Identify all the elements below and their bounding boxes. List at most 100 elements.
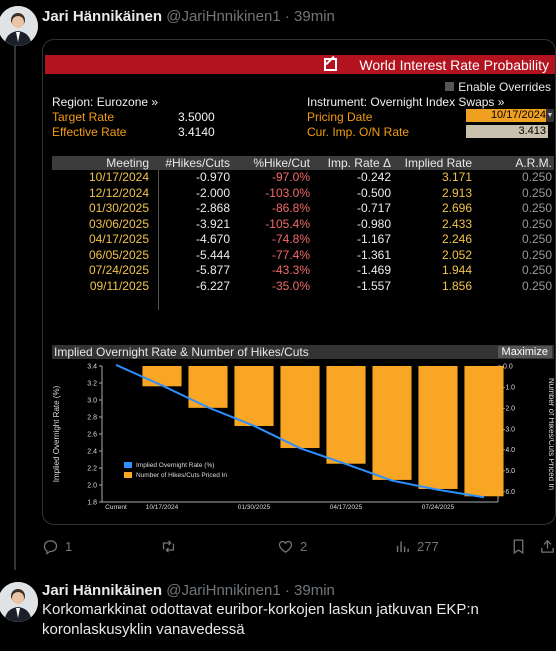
thread-line — [14, 46, 16, 570]
table-row: 01/30/2025 -2.868 -86.8% -0.717 2.696 0.250 — [52, 201, 554, 217]
effective-rate-value: 3.4140 — [178, 125, 215, 139]
table-row: 06/05/2025 -5.444 -77.4% -1.361 2.052 0.250 — [52, 248, 554, 264]
bar — [142, 366, 182, 387]
effective-rate-label: Effective Rate — [52, 125, 127, 139]
cell-hikes-cuts: -5.877 — [195, 263, 230, 277]
cell-imp-rate-delta: -1.557 — [356, 278, 391, 293]
bloomberg-screenshot[interactable]: World Interest Rate Probability Enable O… — [42, 39, 556, 525]
author-handle[interactable]: @JariHnnikinen1 — [166, 8, 281, 25]
heart-icon — [278, 540, 293, 553]
y-tick-label: 3.2 — [87, 381, 97, 388]
cur-imp-label: Cur. Imp. O/N Rate — [307, 125, 410, 139]
cell-implied-rate: 2.913 — [441, 185, 472, 200]
reply-button[interactable]: 1 — [42, 538, 72, 555]
cell-hikes-cuts: -3.921 — [195, 216, 230, 231]
y-axis-title: Implied Overnight Rate (%) — [52, 385, 61, 482]
chart-title-bar: Implied Overnight Rate & Number of Hikes… — [52, 345, 554, 359]
cell-hikes-cuts: -5.444 — [195, 247, 230, 262]
calendar-dropdown-icon: ▼ — [546, 109, 554, 122]
cell-imp-rate-delta: -0.980 — [356, 216, 391, 231]
bookmark-button[interactable] — [510, 538, 527, 555]
cell-meeting: 04/17/2025 — [88, 232, 149, 246]
x-tick-label: 10/17/2024 — [146, 504, 179, 511]
avatar[interactable] — [0, 582, 38, 622]
retweet-button[interactable] — [160, 538, 177, 555]
bar — [326, 366, 366, 464]
separator-dot: · — [284, 582, 290, 599]
legend-swatch-line — [124, 462, 132, 468]
tweet-header: Jari Hännikäinen @JariHnnikinen1 · 39min — [42, 8, 335, 25]
checkbox-icon — [445, 82, 455, 91]
table-row: 04/17/2025 -4.670 -74.8% -1.167 2.246 0.250 — [52, 232, 554, 248]
cell-implied-rate: 2.696 — [441, 201, 472, 215]
cell-meeting: 03/06/2025 — [88, 216, 149, 231]
cell-hikes-cuts: -0.970 — [195, 170, 230, 184]
share-icon — [541, 539, 554, 553]
region-label: Region: Eurozone » — [52, 95, 159, 109]
cell-arm: 0.250 — [521, 216, 552, 231]
like-button[interactable]: 2 — [277, 538, 307, 555]
cell-pct-hike-cut: -97.0% — [271, 170, 310, 184]
author-name[interactable]: Jari Hännikäinen — [42, 8, 163, 25]
external-link-icon — [324, 58, 337, 71]
header-pct-hike-cut: %Hike/Cut — [253, 156, 310, 170]
y-tick-label: 1.8 — [87, 500, 97, 507]
cell-pct-hike-cut: -105.4% — [265, 216, 310, 231]
cell-pct-hike-cut: -103.0% — [265, 185, 310, 200]
instrument-label: Instrument: Overnight Index Swaps » — [307, 95, 505, 109]
cell-pct-hike-cut: -86.8% — [271, 201, 310, 215]
cell-meeting: 07/24/2025 — [88, 263, 149, 277]
cell-pct-hike-cut: -43.3% — [271, 263, 310, 277]
x-tick-label: 04/17/2025 — [330, 504, 363, 511]
author-handle[interactable]: @JariHnnikinen1 — [166, 582, 281, 599]
cell-meeting: 09/11/2025 — [89, 278, 149, 293]
timestamp[interactable]: 39min — [294, 582, 335, 599]
cell-imp-rate-delta: -1.361 — [356, 247, 391, 262]
y2-axis-title: Number of Hikes/Cuts Priced In — [547, 378, 554, 490]
y2-tick-label: -6.0 — [503, 489, 515, 496]
cell-hikes-cuts: -6.227 — [195, 278, 230, 293]
separator-dot: · — [284, 8, 290, 25]
timestamp[interactable]: 39min — [294, 8, 335, 25]
cell-implied-rate: 2.433 — [441, 216, 472, 231]
cell-implied-rate: 3.171 — [441, 170, 472, 184]
avatar[interactable] — [0, 6, 38, 46]
cell-arm: 0.250 — [521, 247, 552, 262]
y-tick-label: 2.8 — [87, 415, 97, 422]
cell-pct-hike-cut: -35.0% — [271, 278, 310, 293]
maximize-button: Maximize — [497, 346, 552, 358]
cell-arm: 0.250 — [521, 278, 552, 293]
header-meeting: Meeting — [106, 156, 149, 170]
cell-hikes-cuts: -2.868 — [195, 201, 230, 215]
tweet-text: Korkomarkkinat odottavat euribor-korkoje… — [42, 601, 479, 638]
author-name[interactable]: Jari Hännikäinen — [42, 582, 163, 599]
table-row: 07/24/2025 -5.877 -43.3% -1.469 1.944 0.250 — [52, 263, 554, 279]
cell-imp-rate-delta: -0.717 — [356, 201, 391, 215]
y2-tick-label: -3.0 — [503, 426, 515, 433]
cell-arm: 0.250 — [521, 232, 552, 246]
cell-pct-hike-cut: -74.8% — [271, 232, 310, 246]
y-tick-label: 2.4 — [87, 449, 97, 456]
header-arm: A.R.M. — [515, 156, 552, 170]
cell-hikes-cuts: -2.000 — [195, 185, 230, 200]
implied-rate-line — [115, 363, 485, 499]
legend-swatch-bars — [124, 472, 132, 478]
cell-hikes-cuts: -4.670 — [195, 232, 230, 246]
views-button[interactable]: 277 — [394, 538, 439, 555]
views-icon — [396, 541, 409, 553]
bar — [234, 366, 274, 427]
cell-implied-rate: 1.944 — [441, 263, 472, 277]
header-hikes-cuts: #Hikes/Cuts — [165, 156, 230, 170]
header-imp-rate-delta: Imp. Rate Δ — [327, 156, 391, 170]
cell-implied-rate: 2.246 — [441, 232, 472, 246]
share-button[interactable] — [539, 538, 556, 555]
x-tick-label: Current — [105, 504, 127, 511]
header-implied-rate: Implied Rate — [404, 156, 472, 170]
pricing-date-field: 10/17/2024 ▼ — [466, 109, 554, 122]
table-row: 09/11/2025 -6.227 -35.0% -1.557 1.856 0.250 — [52, 279, 554, 295]
y2-tick-label: -5.0 — [503, 468, 515, 475]
table-row: 10/17/2024 -0.970 -97.0% -0.242 3.171 0.250 — [52, 170, 554, 186]
retweet-icon — [162, 540, 175, 553]
target-rate-label: Target Rate — [52, 110, 115, 124]
cell-meeting: 10/17/2024 — [88, 170, 149, 184]
